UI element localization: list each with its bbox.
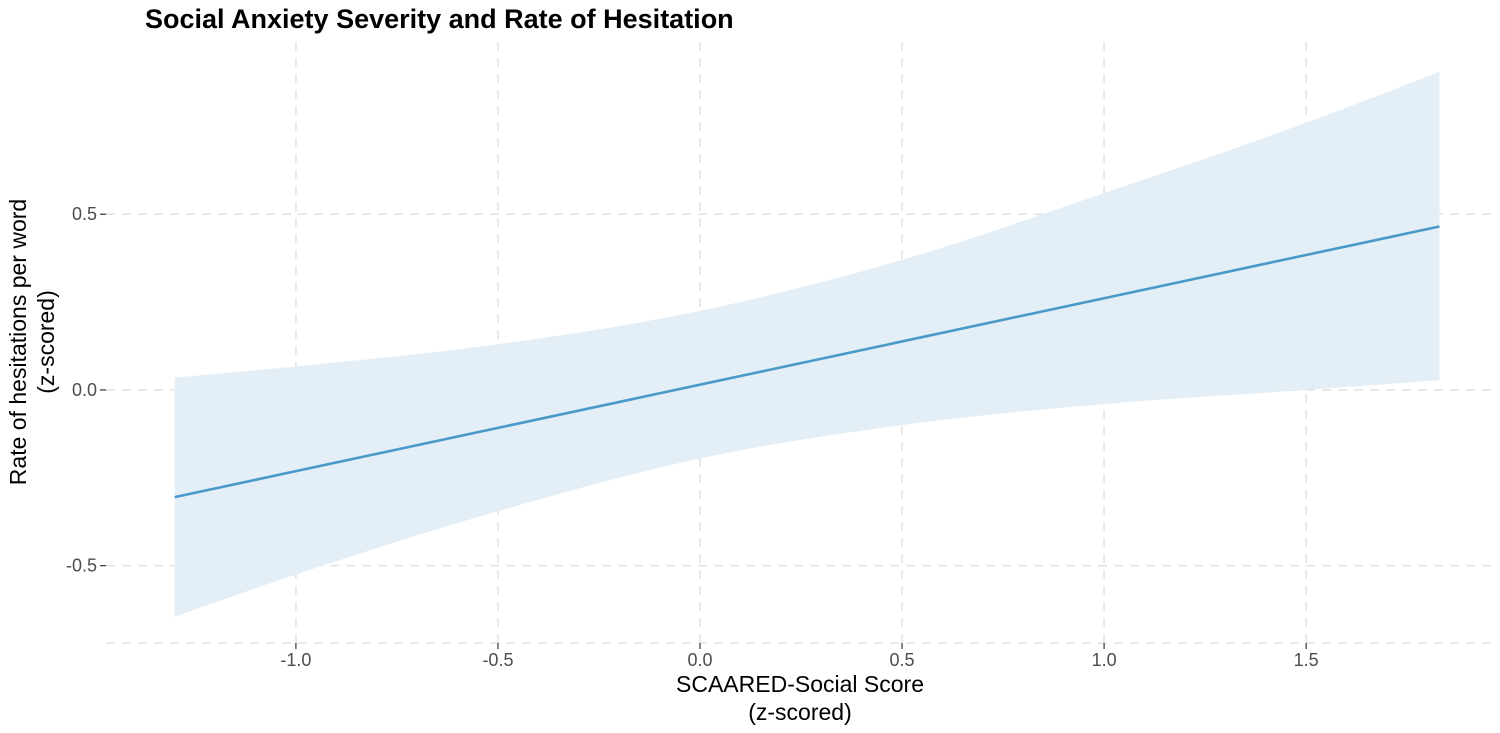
y-axis-title: Rate of hesitations per word xyxy=(5,199,31,485)
y-tick-label: 0.0 xyxy=(72,380,97,400)
y-axis-title-group: Rate of hesitations per word (z-scored) xyxy=(5,199,59,485)
x-tick-label: 1.0 xyxy=(1092,650,1117,670)
axis-layer: -1.0 -0.5 0.0 0.5 1.0 1.5 -0.5 0.0 0.5 xyxy=(66,204,1319,670)
x-axis-title: SCAARED-Social Score xyxy=(676,671,924,697)
fit-line-layer xyxy=(174,225,1440,499)
x-axis-title-subtitle: (z-scored) xyxy=(748,699,852,725)
x-tick-label: -0.5 xyxy=(482,650,513,670)
confidence-band-layer xyxy=(174,71,1440,617)
x-tick-label: 0.0 xyxy=(687,650,712,670)
y-tick-label: 0.5 xyxy=(72,204,97,224)
regression-fit-line xyxy=(174,225,1440,499)
chart-title: Social Anxiety Severity and Rate of Hesi… xyxy=(145,4,734,34)
y-tick-label: -0.5 xyxy=(66,556,97,576)
x-tick-label: 0.5 xyxy=(890,650,915,670)
confidence-band xyxy=(174,71,1440,617)
x-tick-label: -1.0 xyxy=(280,650,311,670)
x-tick-label: 1.5 xyxy=(1294,650,1319,670)
y-axis-title-subtitle: (z-scored) xyxy=(33,290,59,394)
